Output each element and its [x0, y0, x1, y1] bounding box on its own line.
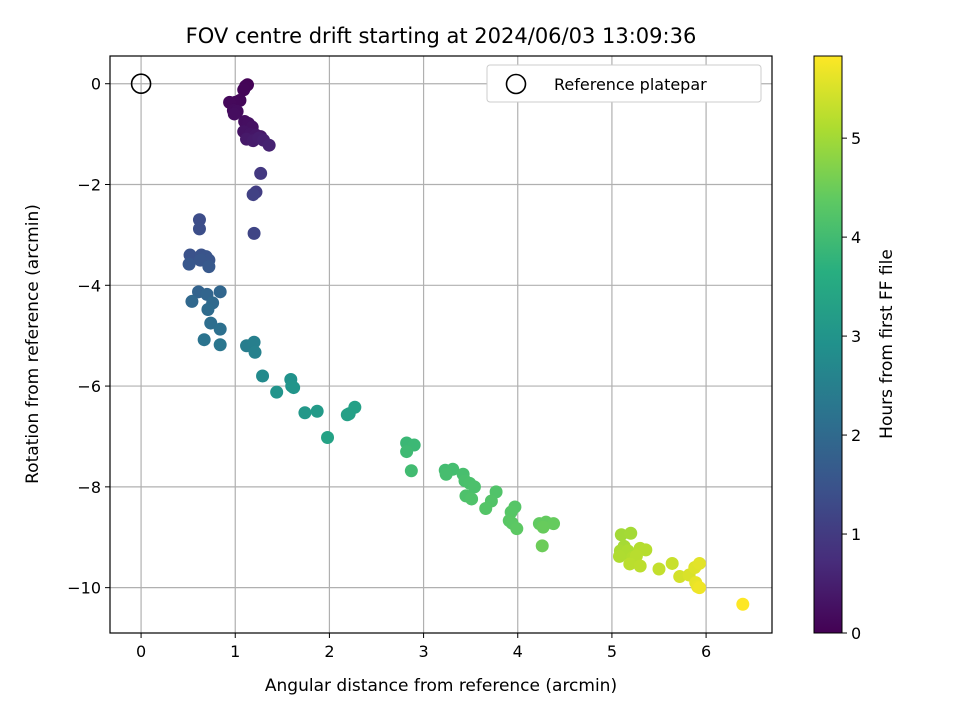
x-tick-label: 6: [701, 642, 711, 661]
x-axis-label: Angular distance from reference (arcmin): [265, 676, 617, 696]
plot-frame: [109, 55, 773, 634]
colorbar-label: Hours from first FF file: [877, 249, 897, 439]
data-point-39: [201, 302, 215, 316]
data-point-25: [192, 213, 206, 227]
data-point-24: [247, 226, 261, 240]
data-point-70: [465, 492, 479, 506]
colorbar-tick-label: 3: [851, 327, 861, 346]
y-tick-label: −10: [67, 579, 101, 598]
y-tick-label: −6: [77, 377, 101, 396]
x-tick-label: 1: [230, 642, 240, 661]
x-tick-label: 4: [513, 642, 523, 661]
data-point-93: [639, 543, 653, 557]
legend: Reference platepar: [486, 64, 762, 103]
grid: [110, 56, 772, 633]
data-point-26: [192, 222, 206, 236]
legend-box: [486, 64, 762, 103]
data-point-105: [692, 581, 706, 595]
data-point-23: [246, 188, 260, 202]
x-tick-label: 3: [418, 642, 428, 661]
data-point-42: [197, 333, 211, 347]
data-point-50: [270, 385, 284, 399]
data-point-2: [237, 83, 251, 97]
data-point-83: [535, 539, 549, 553]
data-point-47: [256, 369, 270, 383]
colorbar-ticks: 0 1 2 3 4 5: [842, 129, 861, 643]
data-point-40: [204, 316, 218, 330]
data-point-57: [321, 430, 335, 444]
y-tick-label: −2: [77, 176, 101, 195]
data-point-8: [227, 107, 241, 121]
colorbar-tick-label: 1: [851, 525, 861, 544]
colorbar: 0 1 2 3 4 5 Hours from first FF file: [813, 55, 897, 643]
y-tick-label: −4: [77, 276, 101, 295]
data-point-95: [623, 557, 637, 571]
y-tick-label: 0: [91, 75, 101, 94]
data-point-90: [612, 549, 626, 563]
legend-reference-icon: [505, 73, 527, 95]
colorbar-tick-label: 2: [851, 426, 861, 445]
data-point-37: [185, 294, 199, 308]
colorbar-tick-label: 4: [851, 228, 861, 247]
data-point-106: [736, 597, 750, 611]
data-point-96: [633, 559, 647, 573]
data-point-97: [652, 562, 666, 576]
legend-label: Reference platepar: [554, 75, 707, 94]
x-axis-ticks: 0 1 2 3 4 5 6: [136, 633, 711, 661]
data-point-45: [247, 335, 261, 349]
data-point-73: [479, 502, 493, 516]
data-point-51: [287, 381, 301, 395]
colorbar-gradient: [813, 55, 843, 634]
chart-title: FOV centre drift starting at 2024/06/03 …: [186, 24, 697, 48]
y-axis-label: Rotation from reference (arcmin): [23, 204, 43, 484]
x-tick-label: 5: [607, 642, 617, 661]
data-point-81: [547, 517, 561, 531]
data-point-32: [182, 257, 196, 271]
data-point-56: [340, 408, 354, 422]
data-point-98: [665, 556, 679, 570]
data-point-52: [298, 406, 312, 420]
data-point-21: [254, 166, 268, 180]
data-point-64: [439, 467, 453, 481]
data-point-102: [692, 556, 706, 570]
data-point-43: [213, 338, 227, 352]
data-point-78: [510, 522, 524, 536]
data-point-85: [624, 526, 638, 540]
x-tick-label: 2: [324, 642, 334, 661]
data-point-61: [404, 464, 418, 478]
data-point-41: [213, 322, 227, 336]
data-points: [182, 78, 750, 611]
data-point-20: [262, 138, 276, 152]
data-point-60: [400, 445, 414, 459]
x-tick-label: 0: [136, 642, 146, 661]
data-point-46: [248, 345, 262, 359]
data-point-68: [467, 480, 481, 494]
reference-platepar-marker: [130, 73, 152, 95]
data-point-82: [536, 520, 550, 534]
y-tick-label: −8: [77, 478, 101, 497]
colorbar-tick-label: 0: [851, 624, 861, 643]
data-point-33: [202, 260, 216, 274]
colorbar-tick-label: 5: [851, 129, 861, 148]
y-axis-ticks: 0 −2 −4 −6 −8 −10: [67, 75, 110, 598]
data-point-53: [310, 404, 324, 418]
data-point-36: [213, 285, 227, 299]
